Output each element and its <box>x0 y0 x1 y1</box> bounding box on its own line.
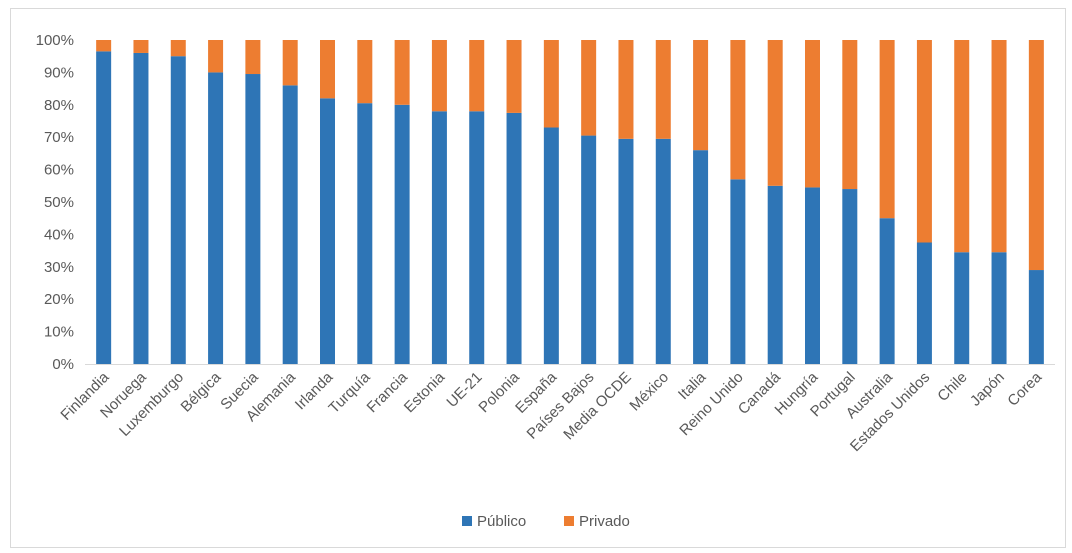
bar-privado <box>954 40 970 253</box>
bar-publico <box>618 138 634 364</box>
bar-publico <box>208 72 224 365</box>
bar-privado <box>693 40 709 151</box>
bar-privado <box>506 40 522 113</box>
bar-privado <box>320 40 335 99</box>
bar-privado <box>879 40 895 219</box>
y-axis: 0% 10% 20% 30% 40% 50% 60% 70% 80% 90% 100% <box>36 32 74 373</box>
bar-publico <box>842 189 858 364</box>
bar-publico <box>170 56 186 364</box>
x-tick-label: México <box>626 369 672 415</box>
bar-publico <box>543 127 559 364</box>
x-tick-label: Corea <box>1004 368 1045 409</box>
y-tick-label: 0% <box>52 356 74 373</box>
x-tick-label: Estonia <box>401 368 449 416</box>
bar-privado <box>655 40 671 139</box>
bar-publico <box>469 111 485 364</box>
y-tick-label: 70% <box>44 129 74 146</box>
bar-privado <box>916 40 932 243</box>
bar-publico <box>506 112 522 365</box>
legend: Público Privado <box>462 513 630 530</box>
y-tick-label: 50% <box>44 194 74 211</box>
bar-publico <box>805 187 820 364</box>
bar-publico <box>282 85 298 365</box>
y-tick-label: 30% <box>44 259 74 276</box>
bar-publico <box>394 104 410 365</box>
bar-publico <box>245 74 261 365</box>
bar-privado <box>170 40 186 57</box>
legend-label-publico: Público <box>477 513 526 530</box>
bar-privado <box>730 40 746 180</box>
bar-publico <box>879 218 895 364</box>
x-tick-label: Francia <box>364 368 412 416</box>
bar-privado <box>394 40 410 105</box>
bar-privado <box>282 40 298 86</box>
bar-publico <box>96 51 112 365</box>
bar-publico <box>357 103 373 365</box>
bar-privado <box>991 40 1007 253</box>
bar-privado <box>431 40 447 112</box>
bar-publico <box>916 242 932 364</box>
bar-publico <box>730 179 746 364</box>
legend-swatch-privado <box>564 516 574 526</box>
bar-publico <box>693 150 709 364</box>
bar-privado <box>1028 40 1044 271</box>
bar-privado <box>245 40 261 75</box>
bar-publico <box>320 98 335 364</box>
x-axis: FinlandiaNoruegaLuxemburgoBélgicaSueciaA… <box>57 364 1055 455</box>
bar-privado <box>581 40 597 136</box>
bar-publico <box>431 111 447 364</box>
y-tick-label: 20% <box>44 291 74 308</box>
bar-privado <box>133 40 149 53</box>
bar-privado <box>842 40 858 190</box>
bar-privado <box>357 40 373 104</box>
bar-privado <box>469 40 485 112</box>
y-tick-label: 80% <box>44 97 74 114</box>
bar-privado <box>805 40 820 188</box>
y-tick-label: 100% <box>36 32 74 49</box>
x-tick-label: Turquía <box>325 368 374 417</box>
legend-label-privado: Privado <box>579 513 630 530</box>
y-tick-label: 10% <box>44 324 74 341</box>
x-tick-label: Bélgica <box>178 368 225 415</box>
y-tick-label: 60% <box>44 162 74 179</box>
bar-publico <box>991 252 1007 364</box>
bar-publico <box>954 252 970 364</box>
bars <box>96 40 1044 365</box>
legend-swatch-publico <box>462 516 472 526</box>
y-tick-label: 90% <box>44 64 74 81</box>
bar-publico <box>133 52 149 365</box>
bar-privado <box>618 40 634 139</box>
bar-publico <box>581 135 597 364</box>
bar-publico <box>767 185 783 364</box>
bar-privado <box>543 40 559 128</box>
bar-privado <box>208 40 224 73</box>
bar-publico <box>1028 270 1044 364</box>
x-tick-label: Chile <box>934 369 970 405</box>
bar-publico <box>655 138 671 364</box>
bar-privado <box>96 40 112 52</box>
bar-privado <box>767 40 783 186</box>
y-tick-label: 40% <box>44 226 74 243</box>
x-tick-label: Japón <box>967 369 1008 410</box>
